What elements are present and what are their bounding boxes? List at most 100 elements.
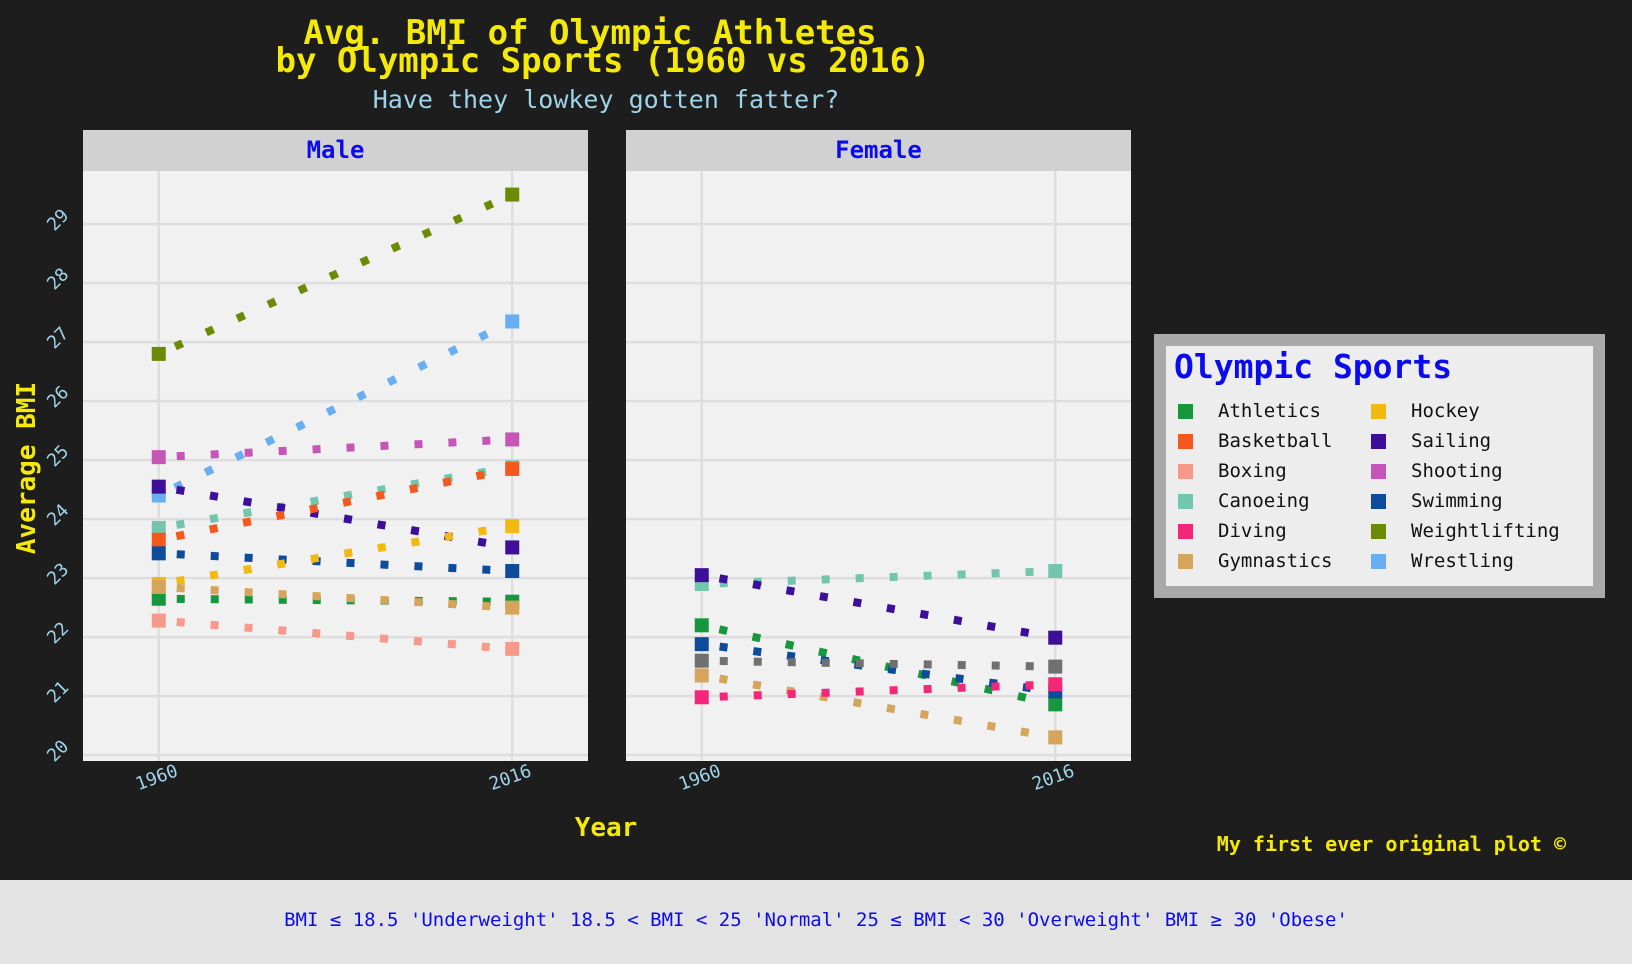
legend-key bbox=[1371, 404, 1386, 419]
chart-caption: My first ever original plot © bbox=[1217, 832, 1567, 856]
legend-key bbox=[1178, 554, 1193, 569]
data-point-1960 bbox=[694, 690, 709, 705]
legend-label: Weightlifting bbox=[1411, 520, 1560, 542]
facet-label: Male bbox=[307, 136, 365, 164]
data-point-2016 bbox=[505, 314, 520, 329]
series-connector bbox=[158, 549, 513, 576]
footer-background bbox=[0, 882, 1632, 960]
legend-key bbox=[1178, 524, 1193, 539]
x-axis-label: Year bbox=[575, 813, 638, 843]
data-point-2016 bbox=[505, 432, 520, 447]
legend-item-wrestling: Wrestling bbox=[1371, 550, 1514, 572]
panel-background bbox=[83, 171, 588, 761]
series-connector bbox=[156, 317, 515, 500]
legend-label: Basketball bbox=[1218, 430, 1332, 452]
series-connector bbox=[158, 616, 513, 653]
legend-label: Swimming bbox=[1411, 490, 1503, 512]
data-point-1960 bbox=[151, 450, 166, 465]
legend-items: Athletics Basketball Boxing Canoeing Diving G… bbox=[1178, 400, 1560, 572]
data-point-1960 bbox=[694, 668, 709, 683]
data-point-1960 bbox=[151, 613, 166, 628]
legend-label: Athletics bbox=[1218, 400, 1321, 422]
y-axis-label: Average BMI bbox=[12, 382, 42, 554]
series-shooting bbox=[151, 432, 520, 465]
facet-label: Female bbox=[835, 136, 922, 164]
data-point-2016 bbox=[505, 187, 520, 202]
legend-label: Sailing bbox=[1411, 430, 1491, 452]
legend-label: Diving bbox=[1218, 520, 1287, 542]
panel-background bbox=[626, 171, 1131, 761]
data-point-2016 bbox=[1048, 630, 1063, 645]
series-sailing bbox=[151, 479, 520, 555]
facet-strip bbox=[626, 130, 1131, 171]
legend-label: Shooting bbox=[1411, 460, 1503, 482]
data-point-2016 bbox=[505, 564, 520, 579]
data-point-2016 bbox=[505, 519, 520, 534]
data-point-1960 bbox=[151, 520, 166, 535]
legend-label: Boxing bbox=[1218, 460, 1287, 482]
legend-key bbox=[1371, 494, 1386, 509]
data-point-2016 bbox=[1048, 730, 1063, 745]
legend-key bbox=[1371, 554, 1386, 569]
series-boxing bbox=[151, 613, 520, 656]
legend-label: Canoeing bbox=[1218, 490, 1310, 512]
legend: Olympic Sports Athletics Basketball Boxing… bbox=[1154, 334, 1605, 598]
data-point-1960 bbox=[694, 653, 709, 668]
data-point-2016 bbox=[1048, 659, 1063, 674]
data-point-1960 bbox=[694, 637, 709, 652]
legend-item-athletics: Athletics bbox=[1178, 400, 1321, 422]
legend-item-shooting: Shooting bbox=[1371, 460, 1503, 482]
series-gymnastics bbox=[151, 579, 520, 615]
legend-key bbox=[1178, 434, 1193, 449]
series-weightlifting bbox=[151, 187, 520, 361]
legend-label: Wrestling bbox=[1411, 550, 1514, 572]
series-sailing bbox=[694, 568, 1063, 645]
series-other bbox=[694, 653, 1063, 674]
legend-title: Olympic Sports bbox=[1174, 347, 1452, 386]
legend-item-swimming: Swimming bbox=[1371, 490, 1503, 512]
series-connector bbox=[158, 522, 513, 588]
data-point-1960 bbox=[151, 479, 166, 494]
legend-key bbox=[1178, 464, 1193, 479]
data-point-2016 bbox=[505, 461, 520, 476]
series-basketball bbox=[151, 461, 520, 547]
data-point-2016 bbox=[1048, 677, 1063, 692]
legend-key bbox=[1371, 464, 1386, 479]
data-point-2016 bbox=[1048, 697, 1063, 712]
data-point-1960 bbox=[151, 532, 166, 547]
series-diving bbox=[694, 677, 1063, 705]
data-point-1960 bbox=[694, 568, 709, 583]
legend-item-diving: Diving bbox=[1178, 520, 1287, 542]
chart-title-line-1: Avg. BMI of Olympic Athletes bbox=[303, 13, 876, 53]
series-connector bbox=[158, 582, 513, 612]
legend-item-gymnastics: Gymnastics bbox=[1178, 550, 1332, 572]
series-connector bbox=[701, 680, 1056, 702]
data-point-2016 bbox=[1048, 564, 1063, 579]
series-connector bbox=[157, 190, 514, 358]
chart-subtitle: Have they lowkey gotten fatter? bbox=[373, 85, 840, 114]
series-connector bbox=[701, 656, 1056, 671]
legend-item-basketball: Basketball bbox=[1178, 430, 1332, 452]
series-athletics bbox=[694, 618, 1063, 712]
legend-item-weightlifting: Weightlifting bbox=[1371, 520, 1560, 542]
legend-key bbox=[1178, 404, 1193, 419]
series-gymnastics bbox=[694, 668, 1063, 745]
legend-key bbox=[1371, 434, 1386, 449]
legend-key bbox=[1178, 494, 1193, 509]
legend-item-sailing: Sailing bbox=[1371, 430, 1491, 452]
bmi-category-note: BMI ≤ 18.5 'Underweight' 18.5 < BMI < 25… bbox=[284, 909, 1348, 931]
data-point-2016 bbox=[505, 600, 520, 615]
data-point-2016 bbox=[505, 641, 520, 656]
data-point-1960 bbox=[151, 546, 166, 561]
data-point-1960 bbox=[151, 346, 166, 361]
legend-key bbox=[1371, 524, 1386, 539]
data-point-1960 bbox=[151, 591, 166, 606]
legend-item-boxing: Boxing bbox=[1178, 460, 1287, 482]
data-point-1960 bbox=[694, 618, 709, 633]
legend-label: Gymnastics bbox=[1218, 550, 1332, 572]
